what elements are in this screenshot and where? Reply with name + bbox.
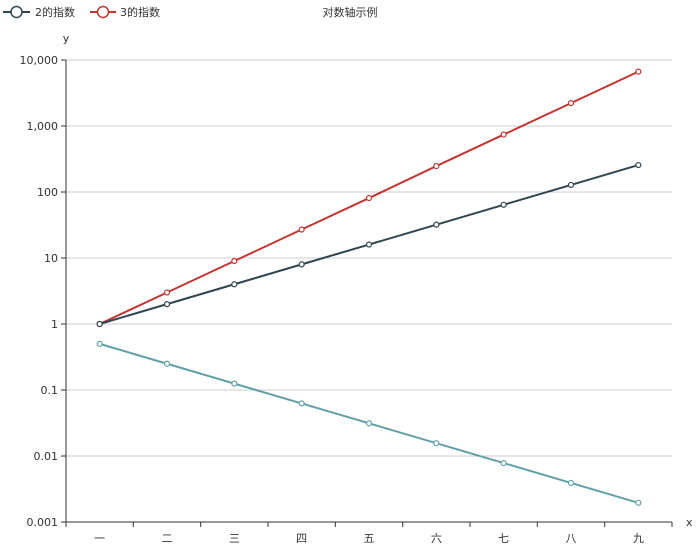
y-tick-label: 0.1 [41, 384, 59, 397]
x-tick-label: 六 [431, 532, 442, 545]
data-point[interactable] [365, 420, 373, 427]
x-tick-label: 七 [498, 532, 509, 545]
x-tick-label: 二 [162, 532, 173, 545]
series-group [96, 68, 642, 506]
data-point[interactable] [500, 131, 507, 138]
x-tick-label: 八 [566, 532, 577, 545]
data-point[interactable] [298, 226, 305, 233]
x-tick-label: 九 [633, 532, 644, 545]
data-point[interactable] [231, 281, 238, 288]
x-tick-label: 四 [296, 532, 307, 545]
axes: 0.001 0.01 0.1 1 10 100 1,000 10,000 一 二 三 四 五 六 七 八 九 [20, 54, 673, 545]
data-point[interactable] [433, 221, 440, 228]
x-tick-label: 三 [229, 532, 240, 545]
y-tick-label: 10,000 [20, 54, 59, 67]
y-tick-label: 10 [44, 252, 58, 265]
legend-label: 3的指数 [120, 5, 160, 19]
y-tick-label: 100 [37, 186, 58, 199]
data-point[interactable] [231, 257, 238, 265]
data-point[interactable] [433, 440, 440, 447]
data-point[interactable] [163, 289, 171, 296]
data-point[interactable] [163, 360, 171, 367]
data-point[interactable] [298, 400, 305, 407]
data-point[interactable] [365, 241, 373, 248]
x-tick-label: 一 [94, 532, 105, 545]
legend-marker [10, 5, 23, 19]
data-point[interactable] [500, 459, 507, 467]
data-point[interactable] [298, 261, 305, 268]
y-tick-label: 1,000 [27, 120, 59, 133]
data-point[interactable] [500, 201, 507, 208]
data-point[interactable] [635, 499, 642, 506]
x-axis-name: x [686, 516, 693, 529]
y-axis-name: y [63, 32, 70, 45]
data-point[interactable] [96, 340, 103, 347]
grid-lines [66, 59, 672, 457]
legend-item-series-3[interactable]: 3的指数 [90, 5, 160, 19]
legend-item-series-2[interactable]: 2的指数 [3, 5, 75, 19]
y-tick-label: 0.01 [34, 450, 59, 463]
x-tick-label: 五 [364, 532, 375, 545]
data-point[interactable] [567, 100, 575, 107]
legend-label: 2的指数 [35, 5, 75, 19]
series-3 [96, 340, 642, 506]
y-tick-label: 1 [51, 318, 58, 331]
legend: 2的指数 3的指数 [3, 5, 160, 19]
series-2 [96, 161, 642, 328]
data-point[interactable] [163, 301, 171, 308]
chart-title: 对数轴示例 [323, 5, 378, 19]
series-1 [96, 68, 642, 328]
data-point[interactable] [433, 162, 440, 170]
data-point[interactable] [635, 161, 642, 169]
y-tick-label: 0.001 [27, 516, 59, 529]
data-point[interactable] [96, 320, 103, 328]
data-point[interactable] [635, 68, 642, 75]
data-point[interactable] [567, 479, 575, 487]
data-point[interactable] [567, 181, 575, 189]
data-point[interactable] [231, 380, 238, 387]
legend-marker [96, 5, 110, 19]
data-point[interactable] [365, 194, 373, 202]
